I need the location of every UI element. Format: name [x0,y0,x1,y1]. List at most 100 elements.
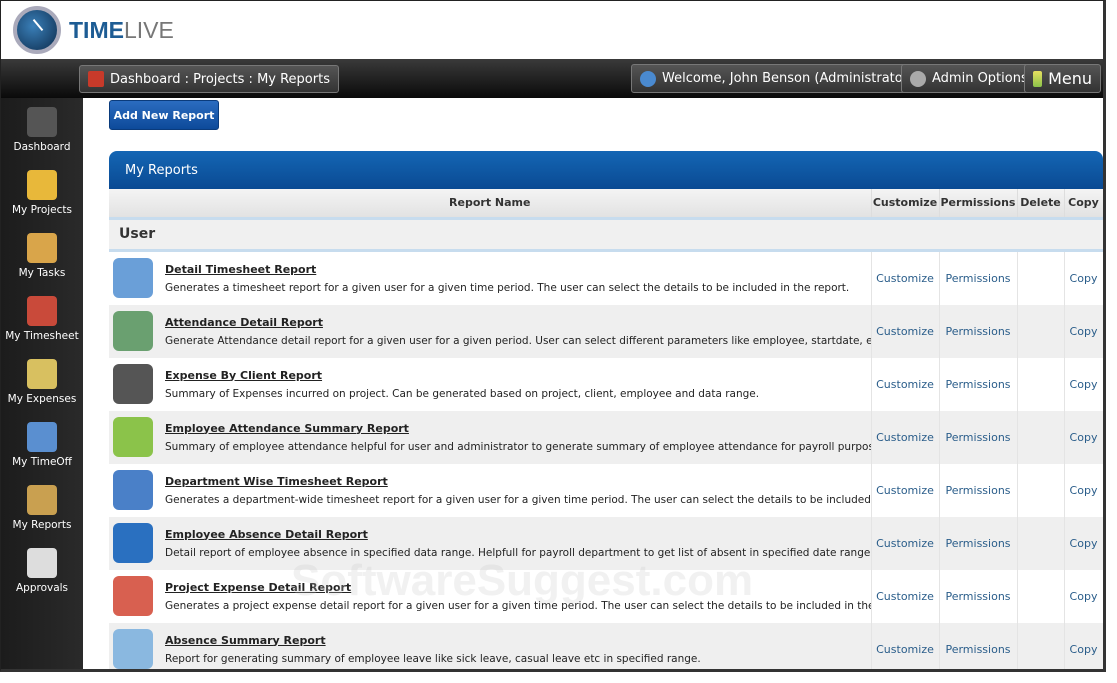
report-icon [113,629,153,669]
col-report-name[interactable]: Report Name [109,189,872,220]
copy-link[interactable]: Copy [1064,516,1103,570]
customize-link[interactable]: Customize [871,622,940,669]
sidebar-item-my-reports[interactable]: My Reports [1,476,83,539]
customize-link[interactable]: Customize [871,410,940,464]
reports-table: Report Name Customize Permissions Delete… [109,189,1103,669]
col-delete[interactable]: Delete [1017,189,1065,220]
customize-link[interactable]: Customize [871,463,940,517]
customize-link[interactable]: Customize [871,304,940,358]
menu-label: Menu [1048,69,1092,88]
permissions-link[interactable]: Permissions [939,622,1018,669]
folder-icon [27,169,57,200]
sidebar-item-label: My Expenses [7,392,77,405]
welcome-user-button[interactable]: Welcome, John Benson (Administrator) [631,64,923,93]
sidebar-item-label: My Reports [12,518,72,531]
report-icon [113,523,153,563]
copy-link[interactable]: Copy [1064,357,1103,411]
menu-icon [1033,70,1043,87]
copy-link[interactable]: Copy [1064,622,1103,669]
sidebar-item-my-projects[interactable]: My Projects [1,161,83,224]
delete-cell [1017,357,1065,411]
report-title-link[interactable]: Absence Summary Report [165,633,326,647]
admin-icon [910,70,926,87]
report-description: Summary of Expenses incurred on project.… [165,387,760,400]
report-icon [113,364,153,404]
logo-clock-icon [13,6,61,54]
admin-options-button[interactable]: Admin Options [901,64,1037,93]
report-icon [113,470,153,510]
menu-button[interactable]: Menu [1024,64,1101,93]
report-title-link[interactable]: Employee Attendance Summary Report [165,421,409,435]
report-title-link[interactable]: Attendance Detail Report [165,315,323,329]
col-customize[interactable]: Customize [871,189,940,220]
clipboard-icon [27,232,57,263]
permissions-link[interactable]: Permissions [939,516,1018,570]
main-content: Add New Report My Reports Report Name Cu… [83,98,1103,669]
logo-bold: TIME [69,16,124,43]
sidebar-item-label: My TimeOff [12,455,72,468]
app-window: TIMELIVE Dashboard : Projects : My Repor… [0,0,1106,672]
my-reports-panel: My Reports Report Name Customize Permiss… [109,151,1103,669]
sidebar-item-my-timeoff[interactable]: My TimeOff [1,413,83,476]
copy-link[interactable]: Copy [1064,569,1103,623]
report-description: Summary of employee attendance helpful f… [165,440,871,453]
sidebar-item-dashboard[interactable]: Dashboard [1,98,83,161]
user-icon [640,70,656,87]
permissions-link[interactable]: Permissions [939,304,1018,358]
sidebar: Dashboard My Projects My Tasks My Timesheet… [1,98,83,669]
dashboard-icon [27,106,57,137]
permissions-link[interactable]: Permissions [939,463,1018,517]
report-description: Detail report of employee absence in spe… [165,546,871,559]
sidebar-item-my-tasks[interactable]: My Tasks [1,224,83,287]
sidebar-item-approvals[interactable]: Approvals [1,539,83,602]
report-title-link[interactable]: Department Wise Timesheet Report [165,474,388,488]
logo[interactable]: TIMELIVE [69,17,174,44]
permissions-link[interactable]: Permissions [939,357,1018,411]
report-description: Generate Attendance detail report for a … [165,334,871,347]
calendar-icon [27,421,57,452]
sidebar-item-my-timesheet[interactable]: My Timesheet [1,287,83,350]
table-row: Employee Absence Detail Report Detail rep… [109,516,1103,570]
report-title-link[interactable]: Detail Timesheet Report [165,262,317,276]
sidebar-item-my-expenses[interactable]: My Expenses [1,350,83,413]
calendar-clock-icon [27,295,57,326]
add-new-report-button[interactable]: Add New Report [109,100,219,130]
table-row: Project Expense Detail Report Generates a… [109,569,1103,623]
group-user: User [109,218,1103,252]
copy-link[interactable]: Copy [1064,410,1103,464]
breadcrumb[interactable]: Dashboard : Projects : My Reports [79,65,339,93]
table-row: Detail Timesheet Report Generates a times… [109,250,1103,305]
report-description: Generates a project expense detail repor… [165,599,871,612]
col-permissions[interactable]: Permissions [939,189,1018,220]
checklist-icon [27,547,57,578]
report-title-link[interactable]: Employee Absence Detail Report [165,527,368,541]
copy-link[interactable]: Copy [1064,250,1103,305]
copy-link[interactable]: Copy [1064,304,1103,358]
customize-link[interactable]: Customize [871,250,940,305]
customize-link[interactable]: Customize [871,569,940,623]
admin-options-label: Admin Options [932,71,1028,86]
report-title-link[interactable]: Expense By Client Report [165,368,323,382]
permissions-link[interactable]: Permissions [939,569,1018,623]
delete-cell [1017,304,1065,358]
delete-cell [1017,463,1065,517]
report-icon [113,576,153,616]
sidebar-item-label: My Timesheet [5,329,79,342]
report-icon [113,417,153,457]
customize-link[interactable]: Customize [871,357,940,411]
permissions-link[interactable]: Permissions [939,410,1018,464]
report-description: Generates a department-wide timesheet re… [165,493,871,506]
table-row: Expense By Client Report Summary of Expen… [109,357,1103,411]
delete-cell [1017,622,1065,669]
permissions-link[interactable]: Permissions [939,250,1018,305]
breadcrumb-text: Dashboard : Projects : My Reports [110,71,330,87]
logo-light: LIVE [123,16,174,43]
customize-link[interactable]: Customize [871,516,940,570]
copy-link[interactable]: Copy [1064,463,1103,517]
delete-cell [1017,569,1065,623]
sitemap-icon [88,71,104,87]
table-row: Employee Attendance Summary Report Summar… [109,410,1103,464]
col-copy[interactable]: Copy [1064,189,1103,220]
welcome-text: Welcome, John Benson (Administrator) [662,71,914,86]
report-title-link[interactable]: Project Expense Detail Report [165,580,352,594]
